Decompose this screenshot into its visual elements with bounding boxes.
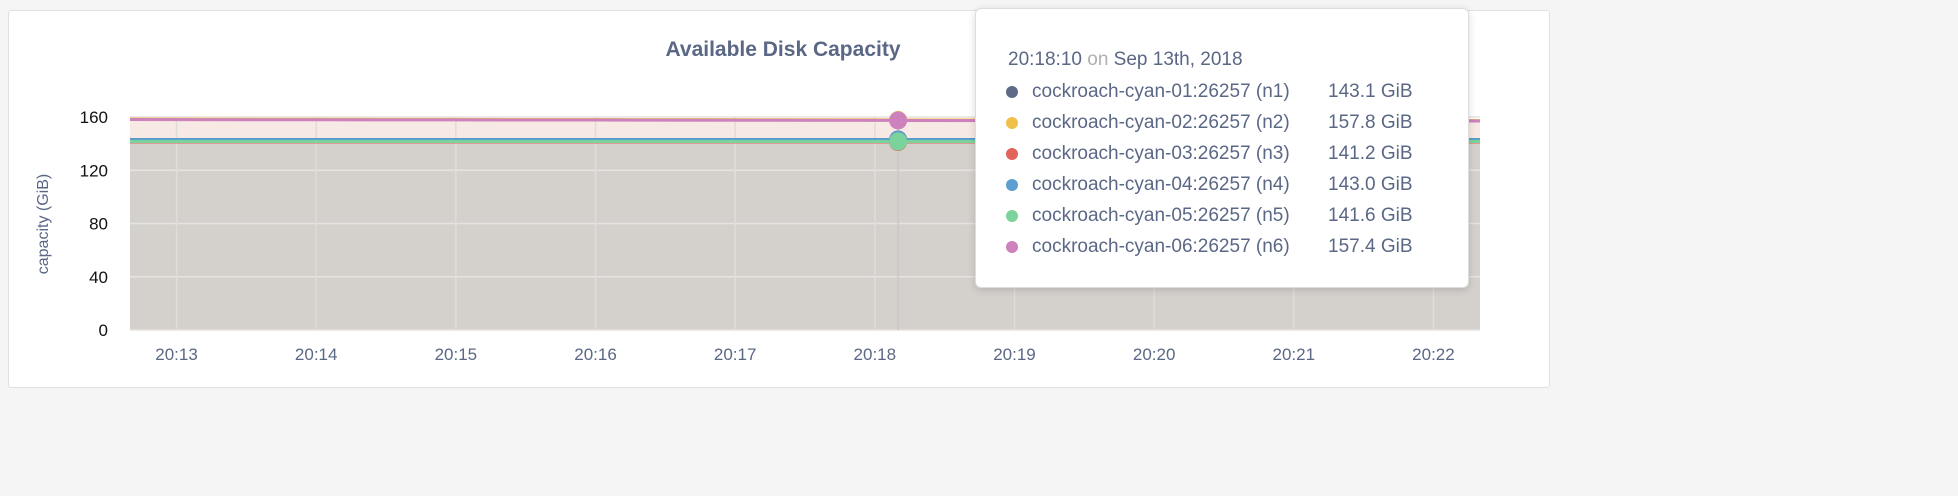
- x-tick-label: 20:16: [574, 345, 617, 364]
- series-color-dot: [1006, 241, 1018, 253]
- series-color-dot: [1006, 179, 1018, 191]
- series-name: cockroach-cyan-06:26257 (n6): [1032, 236, 1290, 257]
- tooltip-row: cockroach-cyan-02:26257 (n2) 157.8 GiB: [1006, 108, 1413, 138]
- tooltip-row: cockroach-cyan-04:26257 (n4) 143.0 GiB: [1006, 170, 1413, 200]
- series-name: cockroach-cyan-05:26257 (n5): [1032, 205, 1290, 226]
- tooltip-time: 20:18:10: [1008, 49, 1082, 70]
- tooltip-row: cockroach-cyan-06:26257 (n6) 157.4 GiB: [1006, 232, 1413, 262]
- series-color-dot: [1006, 148, 1018, 160]
- series-color-dot: [1006, 210, 1018, 222]
- y-tick-label: 160: [80, 108, 108, 127]
- y-tick-label: 0: [99, 321, 108, 340]
- hover-tooltip: 20:18:10 on Sep 13th, 2018 cockroach-cya…: [975, 8, 1469, 288]
- series-value: 141.2 GiB: [1328, 143, 1413, 164]
- x-tick-label: 20:20: [1133, 345, 1176, 364]
- chart-title: Available Disk Capacity: [665, 38, 901, 61]
- x-tick-label: 20:14: [295, 345, 338, 364]
- series-value: 157.4 GiB: [1328, 236, 1413, 257]
- tooltip-header: 20:18:10 on Sep 13th, 2018: [1008, 49, 1243, 71]
- x-tick-label: 20:18: [854, 345, 897, 364]
- tooltip-row: cockroach-cyan-03:26257 (n3) 141.2 GiB: [1006, 139, 1413, 169]
- tooltip-on: on: [1087, 49, 1109, 70]
- tooltip-row: cockroach-cyan-05:26257 (n5) 141.6 GiB: [1006, 201, 1413, 231]
- series-name: cockroach-cyan-03:26257 (n3): [1032, 143, 1290, 164]
- tooltip-row: cockroach-cyan-01:26257 (n1) 143.1 GiB: [1006, 77, 1413, 107]
- series-name: cockroach-cyan-01:26257 (n1): [1032, 81, 1290, 102]
- hover-point: [889, 132, 908, 151]
- series-value: 141.6 GiB: [1328, 205, 1413, 226]
- series-name: cockroach-cyan-02:26257 (n2): [1032, 112, 1290, 133]
- x-tick-label: 20:19: [993, 345, 1036, 364]
- series-value: 157.8 GiB: [1328, 112, 1413, 133]
- y-tick-label: 40: [89, 268, 108, 287]
- y-tick-label: 80: [89, 215, 108, 234]
- series-value: 143.1 GiB: [1328, 81, 1413, 102]
- x-tick-label: 20:13: [155, 345, 198, 364]
- series-color-dot: [1006, 117, 1018, 129]
- hover-point: [889, 111, 908, 130]
- x-tick-label: 20:17: [714, 345, 757, 364]
- series-name: cockroach-cyan-04:26257 (n4): [1032, 174, 1290, 195]
- y-axis-label: capacity (GiB): [35, 174, 52, 274]
- x-tick-label: 20:15: [435, 345, 478, 364]
- series-color-dot: [1006, 86, 1018, 98]
- series-value: 143.0 GiB: [1328, 174, 1413, 195]
- y-tick-label: 120: [80, 161, 108, 180]
- tooltip-date: Sep 13th, 2018: [1113, 49, 1243, 70]
- x-tick-label: 20:22: [1412, 345, 1455, 364]
- x-tick-label: 20:21: [1273, 345, 1316, 364]
